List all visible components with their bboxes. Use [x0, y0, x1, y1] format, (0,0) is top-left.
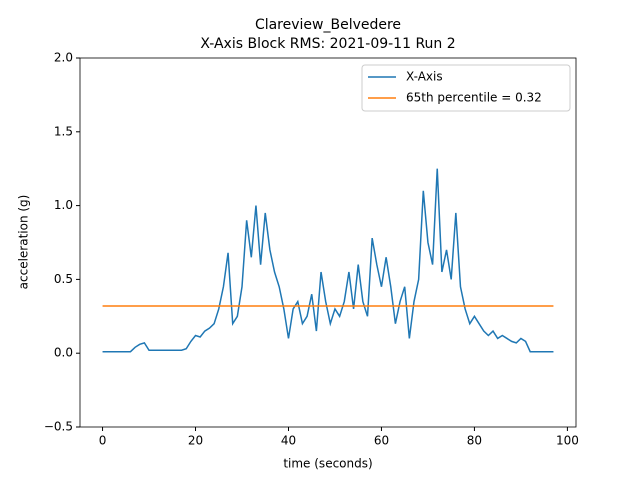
- y-tick-label: 0.5: [54, 272, 73, 286]
- y-tick-label: 0.0: [54, 346, 73, 360]
- x-tick-label: 100: [556, 434, 579, 448]
- legend-box: [361, 64, 571, 112]
- y-tick-label: −0.5: [44, 420, 73, 434]
- y-axis-label: acceleration (g): [17, 195, 31, 290]
- legend-label: 65th percentile = 0.32: [406, 91, 542, 105]
- data-line: [102, 168, 554, 353]
- chart-title: Clareview_Belvedere: [255, 17, 401, 33]
- y-tick-label: 2.0: [54, 51, 73, 65]
- x-tick-label: 60: [374, 434, 389, 448]
- x-tick-label: 20: [188, 434, 203, 448]
- x-tick-label: 40: [281, 434, 296, 448]
- y-tick-label: 1.5: [54, 124, 73, 138]
- chart-subtitle: X-Axis Block RMS: 2021-09-11 Run 2: [200, 36, 455, 52]
- legend-label: X-Axis: [406, 70, 443, 84]
- y-tick-label: 1.0: [54, 198, 73, 212]
- plot-frame: [79, 57, 577, 428]
- x-tick-label: 80: [467, 434, 482, 448]
- x-axis-label: time (seconds): [283, 457, 372, 471]
- x-tick-label: 0: [99, 434, 107, 448]
